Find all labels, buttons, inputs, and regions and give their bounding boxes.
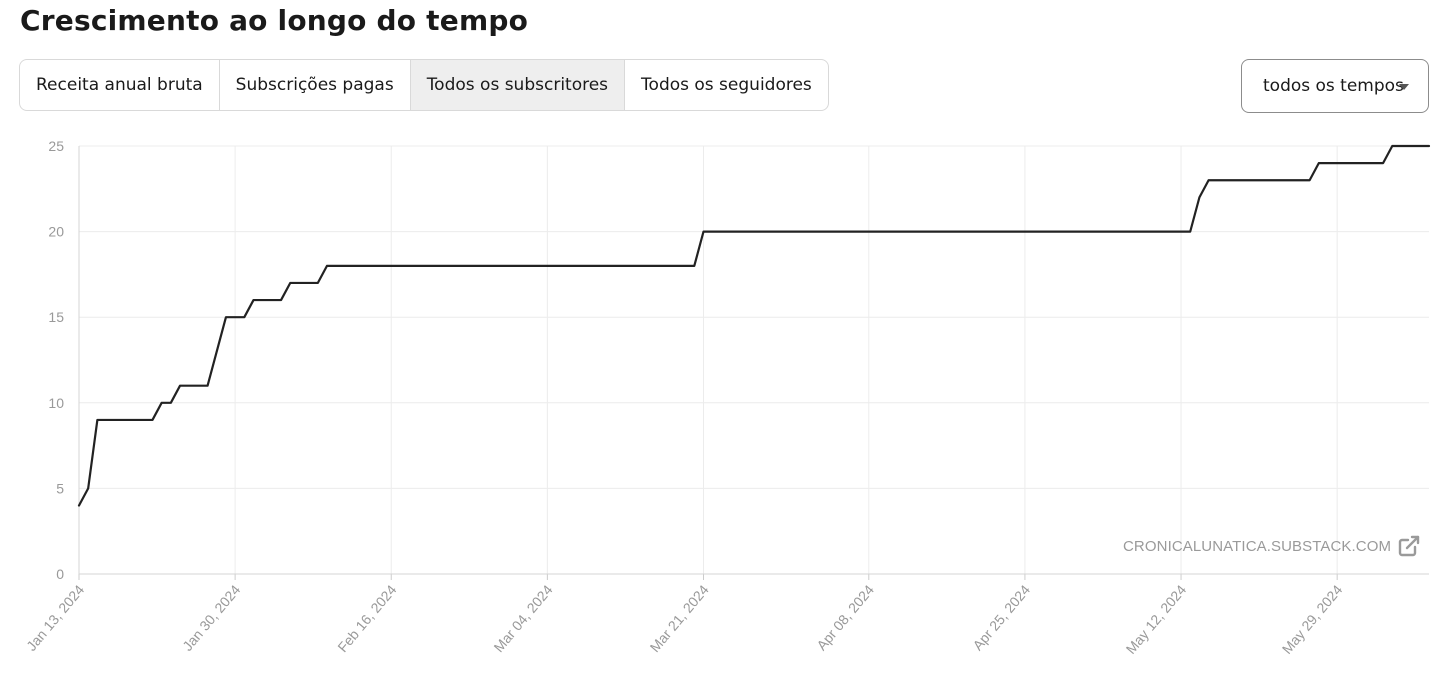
- x-axis-ticks: Jan 13, 2024 Jan 30, 2024 Feb 16, 2024 Mar …: [23, 581, 1346, 656]
- substack-link[interactable]: CRONICALUNATICA.SUBSTACK.COM: [1123, 534, 1421, 558]
- y-tick-label: 10: [48, 395, 64, 411]
- x-tick-label: May 12, 2024: [1123, 581, 1190, 656]
- caret-down-icon: [1399, 84, 1409, 90]
- y-tick-label: 20: [48, 224, 64, 240]
- external-link-icon: [1398, 535, 1420, 557]
- time-range-value: todos os tempos: [1263, 76, 1404, 96]
- x-tick-label: Apr 08, 2024: [813, 581, 877, 653]
- x-tick-label: Mar 04, 2024: [490, 581, 555, 655]
- x-tick-label: Jan 13, 2024: [23, 581, 87, 653]
- x-tick-label: Jan 30, 2024: [179, 581, 243, 653]
- x-tick-label: May 29, 2024: [1279, 581, 1346, 656]
- x-tick-label: Mar 21, 2024: [647, 581, 712, 655]
- x-tick-label: Feb 16, 2024: [334, 581, 399, 655]
- tab-receita-anual-bruta[interactable]: Receita anual bruta: [20, 60, 220, 110]
- y-axis-ticks: 0 5 10 15 20 25: [48, 138, 64, 582]
- chart-axes: [78, 146, 1429, 580]
- y-tick-label: 0: [56, 566, 64, 582]
- subscribers-series-line: [77, 144, 1431, 507]
- substack-link-label: CRONICALUNATICA.SUBSTACK.COM: [1123, 537, 1392, 555]
- tab-subscricoes-pagas[interactable]: Subscrições pagas: [220, 60, 411, 110]
- page-title: Crescimento ao longo do tempo: [20, 4, 529, 37]
- chart-grid: [79, 145, 1429, 574]
- tab-todos-os-subscritores[interactable]: Todos os subscritores: [410, 60, 626, 110]
- chart-series: [77, 144, 1431, 507]
- y-tick-label: 15: [48, 309, 64, 325]
- metric-tabs: Receita anual bruta Subscrições pagas To…: [19, 59, 829, 111]
- y-tick-label: 25: [48, 138, 64, 154]
- y-tick-label: 5: [56, 480, 64, 496]
- x-tick-label: Apr 25, 2024: [969, 581, 1033, 653]
- time-range-select[interactable]: todos os tempos: [1241, 59, 1429, 113]
- tab-todos-os-seguidores[interactable]: Todos os seguidores: [641, 75, 812, 95]
